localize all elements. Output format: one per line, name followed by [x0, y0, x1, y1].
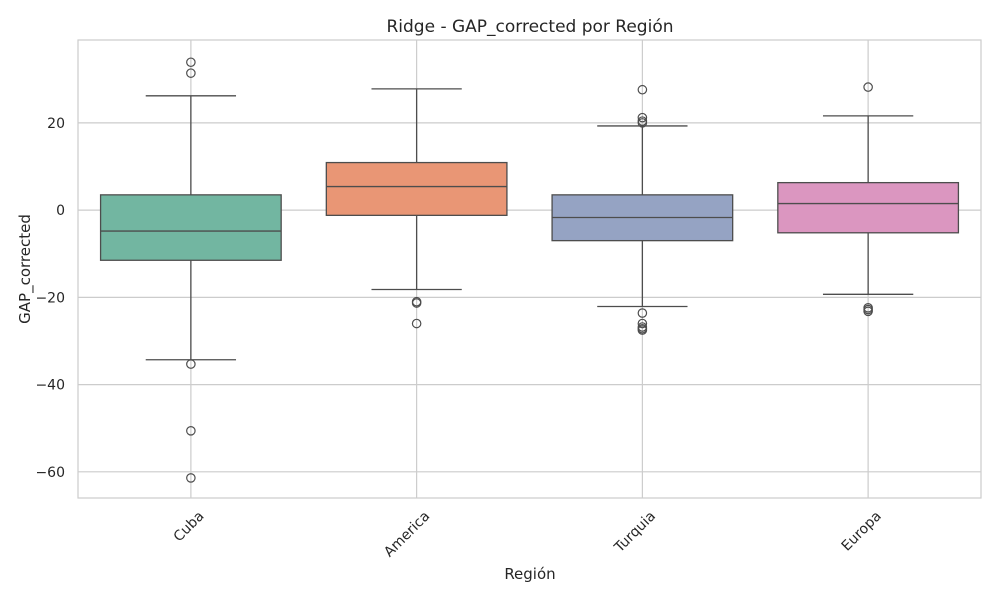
outlier-point — [186, 57, 196, 68]
outlier-point — [186, 359, 196, 369]
y-tick-label: 0 — [56, 203, 65, 219]
box-series — [99, 57, 960, 483]
chart-title: Ridge - GAP_corrected por Región — [386, 17, 673, 37]
outlier-point — [863, 306, 873, 317]
x-tick-labels: Cuba America Turquia Europa — [171, 508, 885, 560]
outlier-point — [637, 118, 648, 128]
x-axis-label: Región — [504, 565, 555, 583]
y-tick-label: −40 — [35, 378, 65, 394]
outlier-point — [411, 318, 422, 329]
y-tick-label: −60 — [35, 465, 65, 481]
plot-frame — [77, 39, 982, 499]
outlier-point — [637, 112, 648, 123]
outlier-point — [186, 68, 196, 78]
outlier-point — [637, 308, 648, 318]
x-tick-label: Cuba — [171, 508, 208, 545]
outlier-point — [186, 426, 196, 436]
grid-lines — [78, 40, 981, 498]
iqr-box — [99, 194, 282, 261]
box-europa — [777, 82, 960, 317]
x-tick-label: Turquia — [611, 508, 659, 556]
box-america — [325, 88, 508, 329]
box-turquia — [551, 84, 734, 335]
outlier-point — [637, 318, 648, 329]
x-tick-label: Europa — [839, 508, 885, 554]
y-axis-label: GAP_corrected — [16, 214, 35, 324]
y-tick-label: 20 — [47, 116, 65, 132]
outlier-point — [637, 84, 648, 95]
outlier-point — [411, 298, 422, 308]
outlier-point — [637, 325, 648, 335]
outlier-point — [863, 82, 873, 92]
iqr-box — [777, 181, 960, 234]
y-tick-label: −20 — [35, 290, 65, 306]
iqr-box — [325, 161, 508, 216]
x-tick-label: America — [381, 508, 433, 560]
box-cuba — [99, 57, 282, 483]
y-tick-labels: 20 0 −20 −40 −60 — [35, 116, 65, 481]
outlier-point — [186, 473, 196, 483]
